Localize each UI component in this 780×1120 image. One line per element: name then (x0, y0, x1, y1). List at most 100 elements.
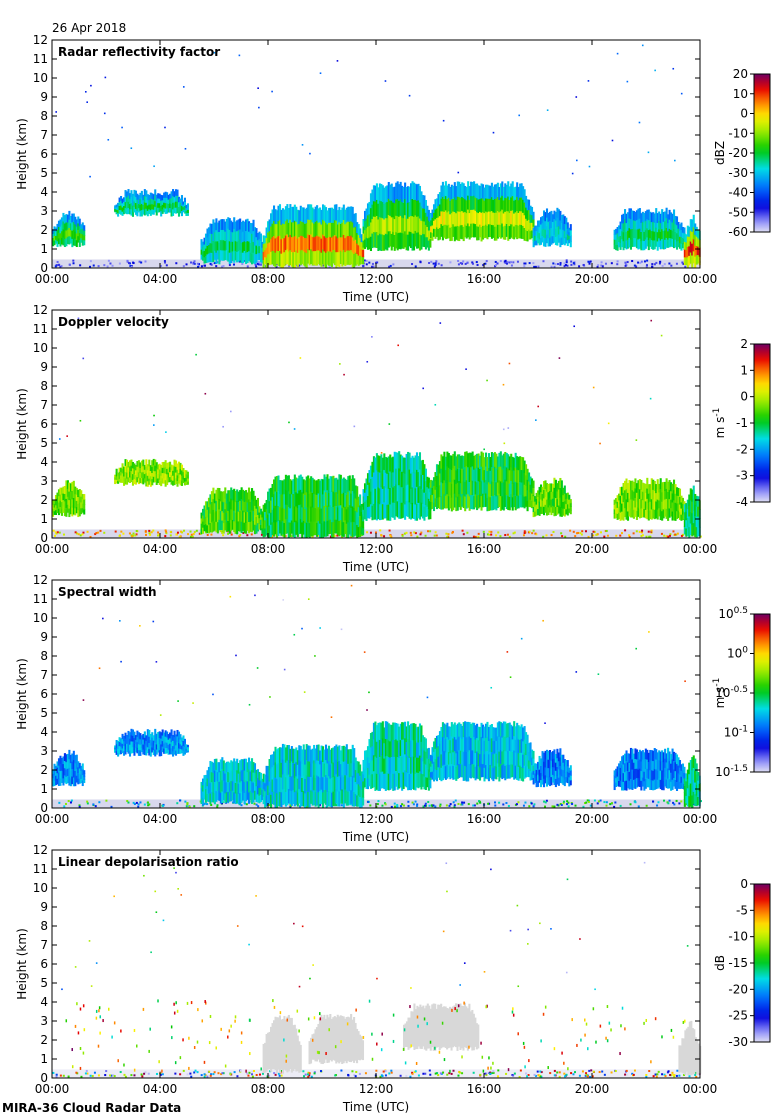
echo-cell (280, 762, 283, 778)
echo-cell (151, 198, 154, 205)
echo-cell (458, 196, 461, 212)
echo-cell (146, 204, 149, 211)
echo-cell (659, 239, 662, 250)
x-tick-label: 12:00 (359, 272, 394, 286)
echo-cell (473, 482, 476, 497)
echo-cell (136, 461, 139, 467)
clutter-speck (109, 262, 112, 265)
echo-cell (640, 498, 643, 509)
echo-cell (206, 228, 209, 238)
clutter-speck (74, 531, 77, 534)
echo-cell (525, 485, 528, 497)
echo-cell (210, 791, 213, 802)
echo-cell (357, 244, 360, 256)
clutter-speck (162, 804, 165, 807)
echo-cell (286, 475, 289, 491)
echo-cell (426, 226, 429, 238)
echo-cell (78, 225, 81, 234)
echo-cell (295, 520, 298, 535)
echo-cell (225, 229, 228, 240)
echo-cell (680, 507, 683, 515)
echo-cell (172, 189, 175, 197)
echo-cell (387, 472, 390, 489)
echo-cell (228, 781, 231, 793)
echo-cell (548, 228, 552, 238)
echo-cell (221, 239, 224, 251)
echo-cell (405, 484, 408, 501)
echo-cell (127, 471, 130, 478)
echo-cell (677, 228, 680, 235)
echo-cell (374, 755, 377, 774)
echo-cell (124, 743, 127, 750)
echo-cell (467, 209, 470, 224)
clutter-speck (241, 262, 244, 265)
echo-cell (504, 492, 507, 507)
echo-cell (386, 488, 389, 505)
echo-cell (316, 235, 319, 251)
echo-cell (173, 748, 176, 755)
echo-cell (173, 201, 176, 208)
echo-cell (250, 509, 254, 522)
clutter-speck (575, 532, 578, 535)
echo-cell (52, 781, 55, 787)
echo-cell (259, 254, 262, 263)
echo-cell (218, 519, 221, 531)
clutter-speck (488, 530, 491, 533)
echo-cell (305, 252, 308, 269)
echo-cell (324, 207, 328, 223)
echo-cell (237, 501, 240, 512)
echo-cell (134, 474, 137, 480)
echo-cell (344, 774, 347, 790)
echo-cell (652, 508, 655, 519)
echo-cell (261, 794, 264, 801)
echo-cell (267, 765, 270, 777)
echo-cell (658, 229, 661, 239)
clutter-speck (528, 530, 531, 533)
echo-cell (121, 198, 124, 204)
noise-dot (319, 72, 322, 75)
echo-cell (283, 508, 286, 523)
echo-cell (148, 742, 151, 750)
echo-cell (635, 483, 638, 493)
echo-cell (440, 481, 443, 496)
echo-cell (492, 199, 495, 213)
echo-cell (480, 212, 483, 228)
echo-cell (248, 510, 251, 523)
clutter-speck (645, 264, 648, 267)
clutter-speck (184, 800, 187, 803)
echo-cell (432, 493, 436, 503)
echo-cell (304, 508, 307, 524)
echo-cell (246, 229, 249, 242)
echo-cell (68, 491, 71, 501)
echo-cell (166, 479, 169, 486)
echo-cell (644, 492, 647, 502)
clutter-speck (462, 260, 465, 263)
echo-cell (316, 744, 319, 761)
echo-cell (649, 229, 652, 239)
echo-cell (363, 777, 367, 788)
echo-cell (233, 769, 236, 782)
echo-cell (133, 743, 136, 750)
echo-cell (392, 456, 395, 473)
echo-cell (432, 204, 436, 213)
echo-cell (274, 746, 277, 763)
echo-cell (399, 198, 402, 216)
echo-cell (335, 773, 338, 789)
echo-cell (65, 498, 68, 508)
echo-cell (233, 488, 236, 501)
echo-cell (218, 508, 221, 520)
echo-cell (356, 498, 359, 513)
colorbar-tick-label: -20 (728, 146, 748, 160)
echo-cell (418, 502, 422, 520)
echo-cell (441, 181, 444, 197)
echo-cell (432, 212, 436, 221)
echo-cell (161, 477, 164, 484)
clutter-speck (663, 263, 666, 266)
echo-cell (216, 249, 219, 260)
noise-dot (103, 112, 106, 115)
echo-cell (295, 747, 298, 763)
clutter-speck (402, 804, 405, 807)
echo-cell (177, 206, 181, 212)
echo-cell (446, 211, 449, 226)
echo-cell (423, 492, 426, 507)
